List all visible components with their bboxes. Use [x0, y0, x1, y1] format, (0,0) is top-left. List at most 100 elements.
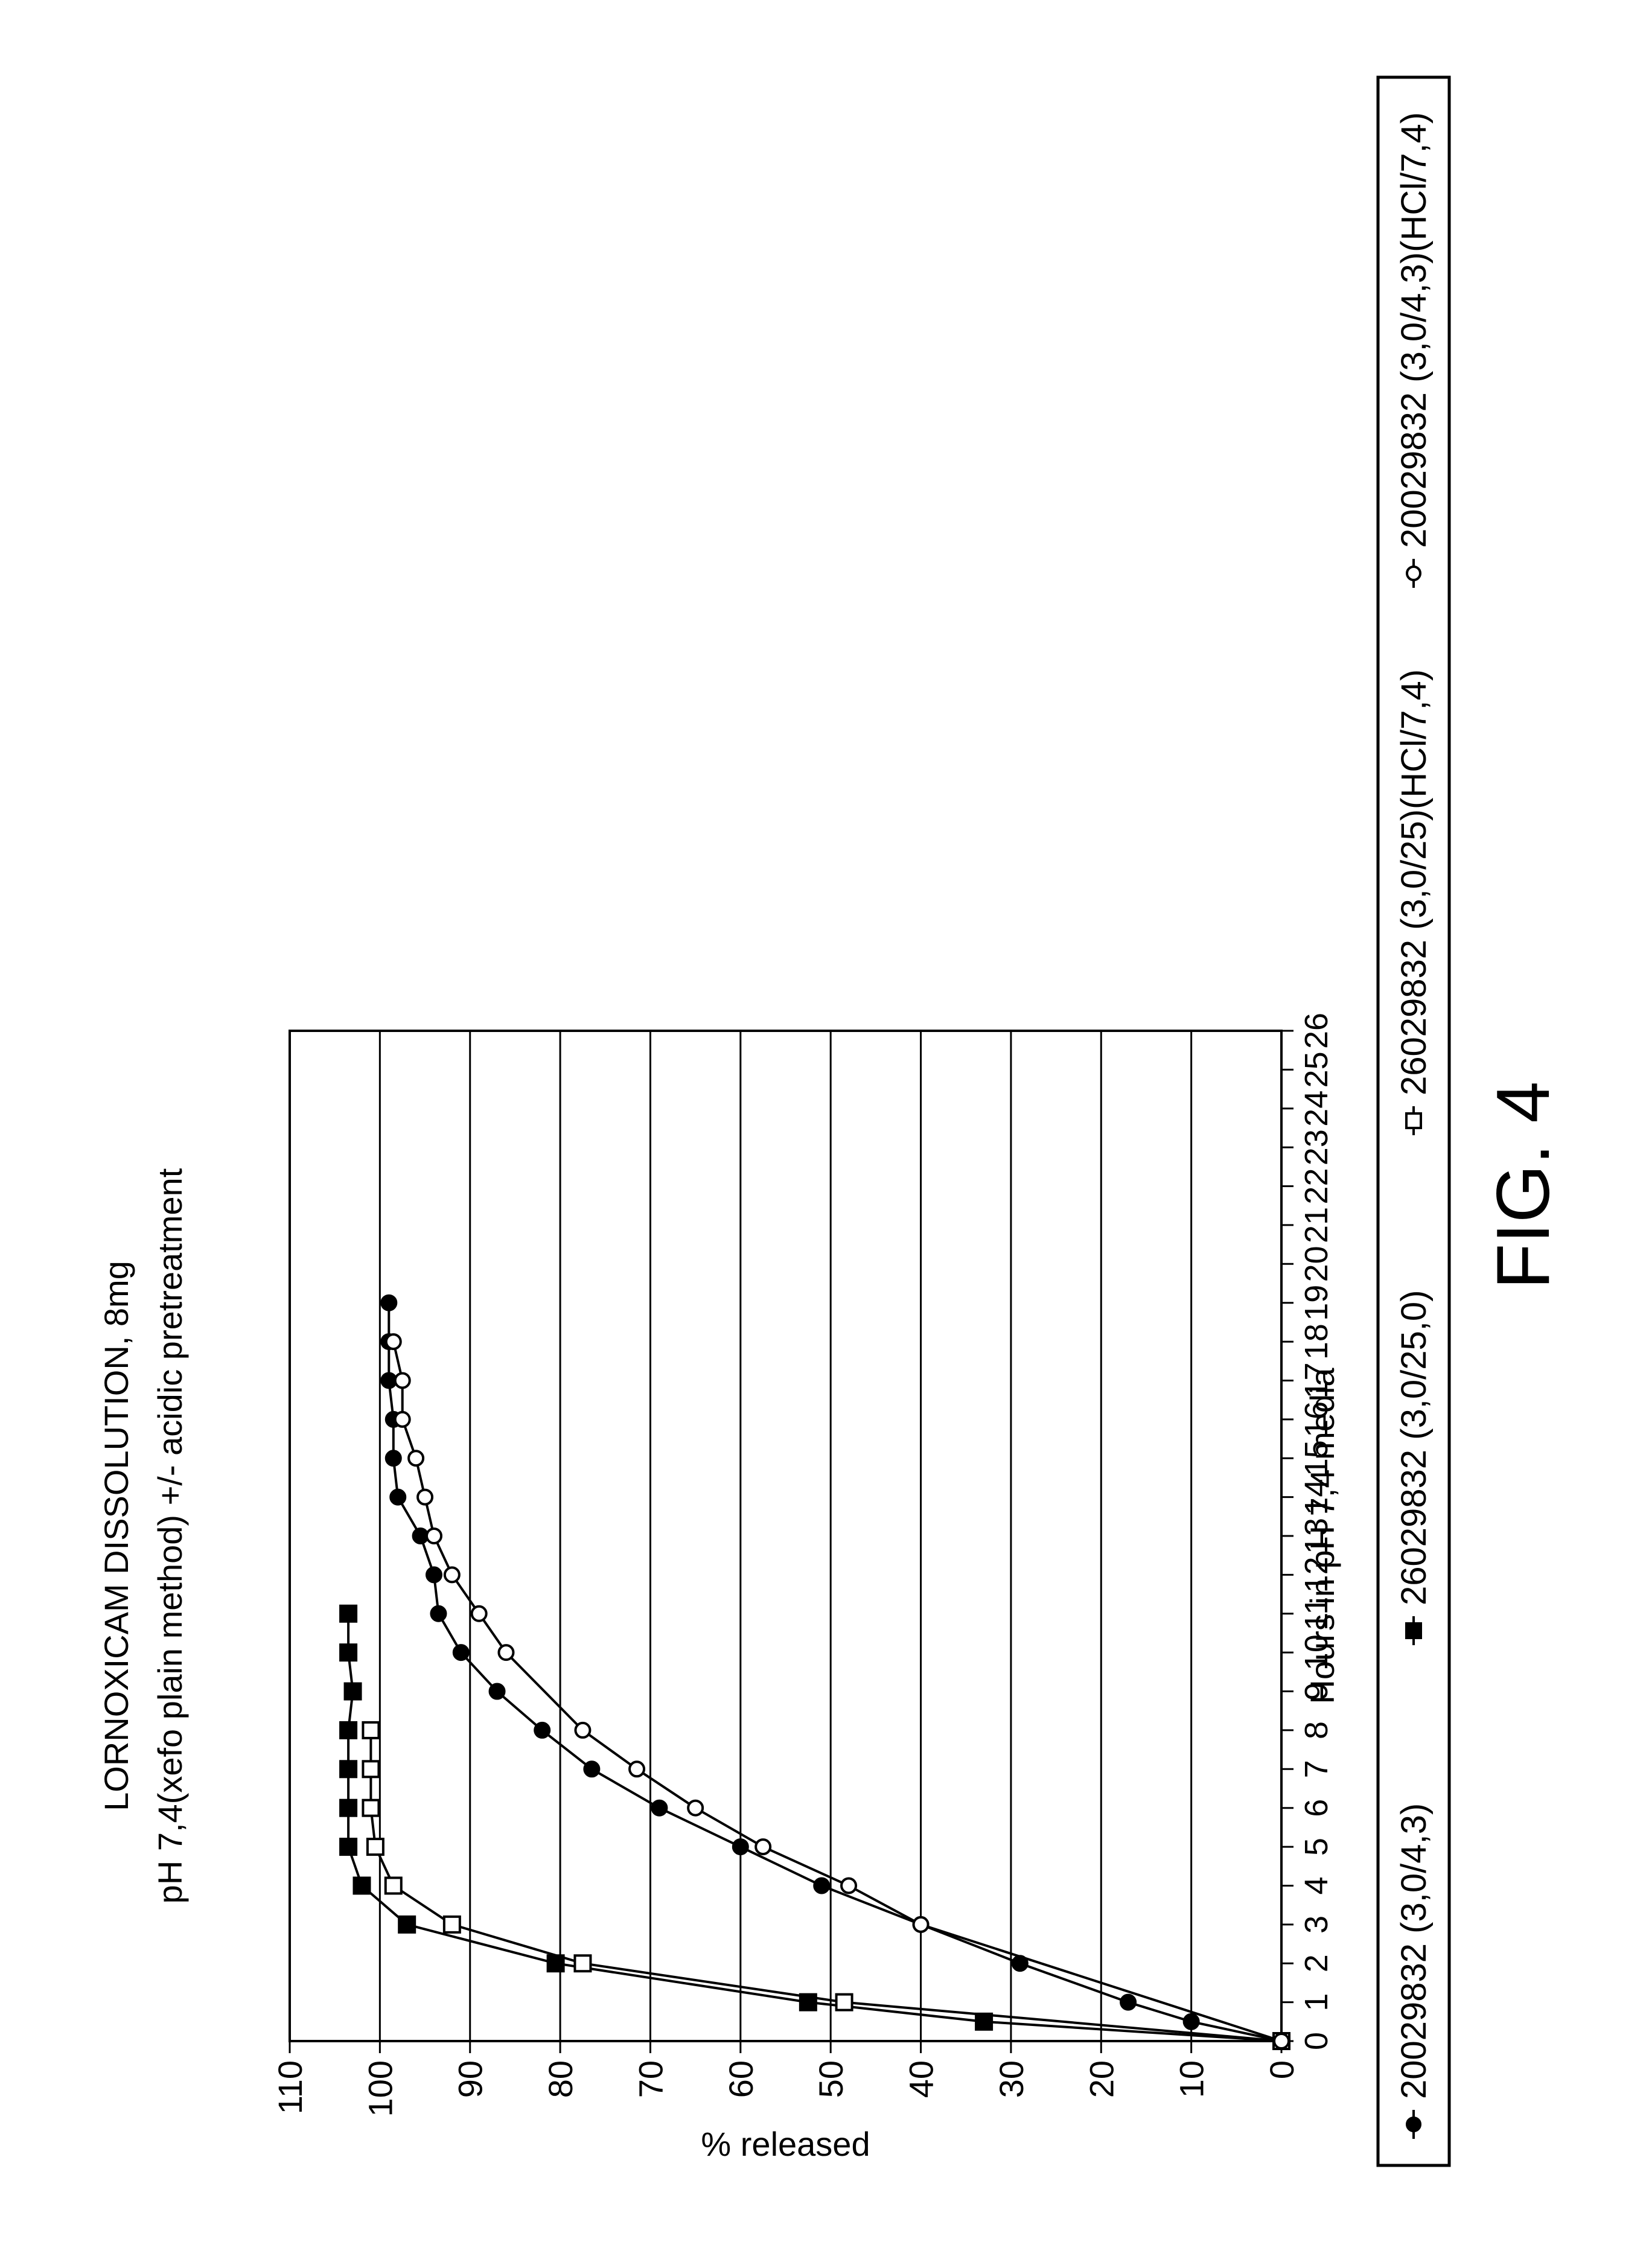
- x-tick-label-7: 7: [1298, 1760, 1335, 1778]
- x-tick-label-19: 19: [1298, 1285, 1335, 1321]
- series-4-point-10: [445, 1567, 459, 1582]
- series-3-point-7: [363, 1800, 378, 1816]
- series-1-point-16: [391, 1490, 405, 1505]
- x-tick-label-21: 21: [1298, 1207, 1335, 1243]
- series-2-line: [348, 1614, 1281, 2041]
- legend-marker-2: [1406, 1623, 1421, 1638]
- legend-label-1: 20029832 (3,0/4,3): [1394, 1803, 1434, 2099]
- y-tick-label-90: 90: [451, 2060, 490, 2098]
- x-tick-label-0: 0: [1298, 2032, 1335, 2050]
- series-2-point-13: [340, 1606, 356, 1622]
- gridlines: [380, 1031, 1191, 2041]
- x-axis-label: Hours in pH 7,4 media: [1303, 1368, 1341, 1704]
- x-tick-label-26: 26: [1298, 1013, 1335, 1049]
- series-2-point-8: [340, 1800, 356, 1816]
- chart-title: LORNOXICAM DISSOLUTION, 8mg: [97, 1261, 135, 1811]
- series-1-point-19: [381, 1373, 396, 1387]
- x-tick-label-24: 24: [1298, 1091, 1335, 1127]
- legend-marker-3: [1406, 1113, 1421, 1128]
- series-3-point-2: [837, 1995, 852, 2010]
- series-1-point-12: [454, 1645, 468, 1660]
- series-2-point-10: [340, 1722, 356, 1738]
- y-tick-label-100: 100: [361, 2060, 399, 2117]
- legend: 20029832 (3,0/4,3) 26029832 (3,0/25,0) 260…: [1378, 77, 1449, 2165]
- series-4-point-11: [427, 1529, 441, 1543]
- y-tick-label-10: 10: [1173, 2060, 1211, 2098]
- series-4-point-4: [756, 1840, 770, 1854]
- series-3-point-3: [575, 1955, 590, 1971]
- series-4-point-9: [472, 1607, 486, 1621]
- series-4-point-7: [575, 1723, 590, 1738]
- y-tick-label-40: 40: [902, 2060, 940, 2098]
- series-4: [386, 1334, 1289, 2048]
- figure-label: FIG. 4: [1482, 1081, 1565, 1290]
- x-tick-label-22: 22: [1298, 1168, 1335, 1204]
- series-4-point-15: [395, 1373, 410, 1387]
- x-tick-label-6: 6: [1298, 1799, 1335, 1817]
- legend-marker-4: [1407, 567, 1420, 580]
- y-tick-label-20: 20: [1082, 2060, 1120, 2098]
- x-tick-label-18: 18: [1298, 1324, 1335, 1360]
- x-tick-label-8: 8: [1298, 1721, 1335, 1739]
- x-tick-label-25: 25: [1298, 1051, 1335, 1088]
- y-tick-label-0: 0: [1263, 2060, 1301, 2079]
- series-4-point-16: [386, 1334, 401, 1349]
- y-tick-label-110: 110: [271, 2060, 309, 2114]
- series-1-point-10: [535, 1723, 549, 1738]
- series-4-line: [394, 1342, 1281, 2041]
- series-4-point-5: [688, 1801, 703, 1815]
- x-tick-label-4: 4: [1298, 1876, 1335, 1894]
- series-3-point-8: [363, 1761, 378, 1777]
- series-2-point-11: [345, 1684, 361, 1699]
- x-tick-label-20: 20: [1298, 1246, 1335, 1282]
- legend-label-3: 26029832 (3,0/25)(HCl/7,4): [1394, 669, 1434, 1095]
- series-1-point-3: [1121, 1995, 1135, 2010]
- y-tick-label-60: 60: [722, 2060, 760, 2098]
- series-2-point-5: [399, 1917, 415, 1932]
- series-4-point-13: [409, 1451, 423, 1465]
- series-3-point-5: [386, 1878, 401, 1893]
- x-tick-label-23: 23: [1298, 1129, 1335, 1165]
- series-1-point-2: [1184, 2015, 1199, 2029]
- series-1-point-14: [427, 1567, 441, 1582]
- series-3-point-9: [363, 1722, 378, 1738]
- y-tick-label-70: 70: [631, 2060, 669, 2098]
- series-4-point-14: [395, 1412, 410, 1427]
- series-4-point-6: [630, 1762, 644, 1776]
- y-axis-label: % released: [701, 2125, 870, 2163]
- series-group: [340, 1296, 1289, 2049]
- series-2: [340, 1606, 1289, 2049]
- x-tick-label-2: 2: [1298, 1954, 1335, 1972]
- series-1: [381, 1296, 1289, 2048]
- series-1-line: [389, 1303, 1281, 2041]
- series-4-point-3: [841, 1878, 856, 1893]
- series-1-point-13: [431, 1607, 445, 1621]
- series-2-point-12: [340, 1645, 356, 1660]
- series-4-point-2: [914, 1917, 928, 1932]
- series-3-point-4: [444, 1917, 460, 1932]
- y-tick-label-80: 80: [541, 2060, 579, 2098]
- series-1-point-15: [413, 1529, 428, 1543]
- series-4-point-12: [418, 1490, 432, 1505]
- x-tick-label-5: 5: [1298, 1838, 1335, 1856]
- rotated-chart: 0123456789101112131415161718192021222324…: [97, 77, 1565, 2165]
- series-1-point-9: [584, 1762, 599, 1776]
- series-2-point-7: [340, 1839, 356, 1855]
- series-1-point-8: [652, 1801, 666, 1815]
- y-axis: 0102030405060708090100110: [271, 2041, 1301, 2117]
- series-1-point-11: [490, 1684, 505, 1699]
- y-tick-label-50: 50: [812, 2060, 850, 2098]
- legend-label-2: 26029832 (3,0/25,0): [1394, 1290, 1434, 1605]
- chart-subtitle: pH 7,4(xefo plain method) +/- acidic pre…: [151, 1168, 189, 1903]
- series-1-point-6: [814, 1878, 829, 1893]
- legend-marker-1: [1407, 2118, 1420, 2131]
- series-1-point-7: [733, 1840, 748, 1854]
- legend-items: 20029832 (3,0/4,3) 26029832 (3,0/25,0) 260…: [1394, 112, 1434, 2139]
- series-4-point-8: [499, 1645, 513, 1660]
- series-1-point-21: [381, 1296, 396, 1310]
- series-3-point-6: [368, 1839, 383, 1855]
- series-4-point-1: [1274, 2034, 1289, 2048]
- legend-label-4: 20029832 (3,0/4,3)(HCl/7,4): [1394, 112, 1434, 548]
- x-tick-label-3: 3: [1298, 1916, 1335, 1934]
